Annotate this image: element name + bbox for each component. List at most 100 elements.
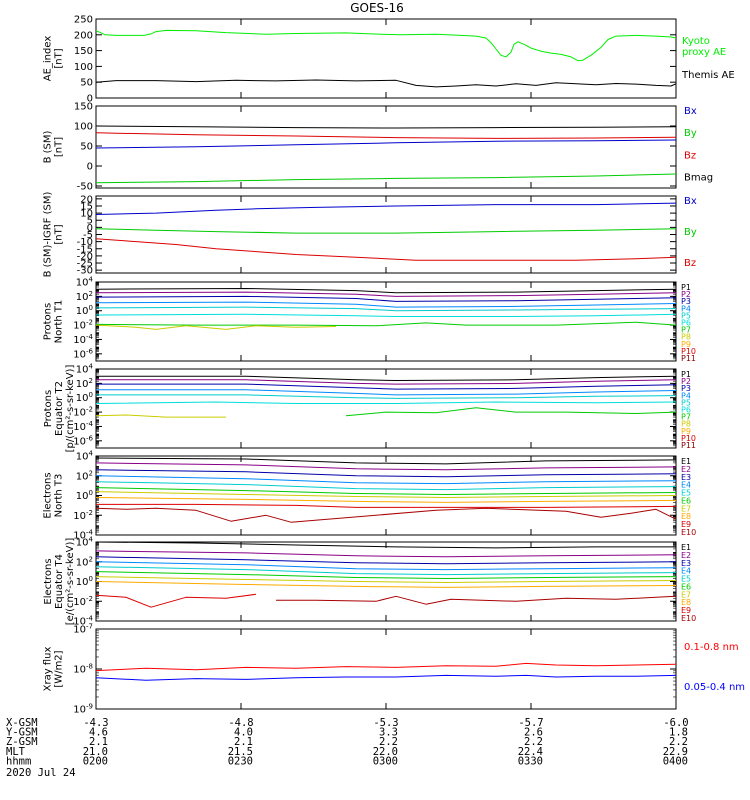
legend-e8: E8 [681,598,691,607]
y-tick-label: 100 [76,304,93,317]
series-line-bx [95,139,677,149]
legend-by: By [684,227,697,238]
series-line-0-1-0-8-nm [95,662,677,672]
x-row-value: -5.7 [518,717,543,729]
legend-kyoto-proxy-ae: Kyoto [682,36,710,47]
y-axis-label: B (SM) [43,130,54,163]
series-line-p5 [95,306,677,312]
series-line-e6 [95,571,677,579]
y-tick-label: 10-9 [73,703,93,716]
legend-e6: E6 [681,496,691,505]
series-line-p2 [95,291,677,297]
y-tick-label: 10-2 [73,319,93,332]
legend-e5: E5 [681,575,691,584]
y-tick-label: -20 [77,251,93,262]
y-tick-label: 10-4 [73,333,93,346]
x-row-value: 21.0 [83,746,108,758]
y-tick-label: 10-8 [73,663,93,676]
series-line-e9 [96,503,677,508]
series-line-kyoto-proxy-ae [95,29,677,62]
x-row-value: 0230 [228,755,253,767]
series-line-p6 [95,401,677,404]
y-tick-label: 150 [74,46,93,57]
series-line-e3 [95,556,677,565]
panel-xray: 10-9 10-8 10-7 Xray flux [W/m2] 0.1-0.8 nm 0.0… [43,623,746,716]
y-axis-label: [nT] [54,137,65,157]
legend-p6: P6 [681,406,691,415]
legend-e10: E10 [681,614,696,623]
y-tick-label: 10 [80,209,93,220]
x-row-label: Z-GSM [6,736,38,748]
series-line-p5 [96,394,677,399]
y-axis-label: Equator T4 [54,554,65,609]
series-line-p6 [95,313,677,317]
series-line-p1 [96,375,677,381]
legend-e10: E10 [681,528,696,537]
legend-e6: E6 [681,582,691,591]
panel-frame [95,195,677,274]
x-row-value: -4.8 [228,717,253,729]
x-row-value: 0400 [663,755,688,767]
series-line-p7 [95,321,677,327]
y-axis-label: [nT] [54,224,65,244]
y-axis-label: Xray flux [43,647,54,692]
series-line-e2 [95,462,677,471]
series-line-e7 [95,576,677,583]
y-tick-label: 0 [87,223,93,234]
legend-kyoto-proxy-ae: proxy AE [682,47,726,58]
legend-0-05-0-4-nm: 0.05-0.4 nm [684,682,745,693]
x-row-value: 0200 [83,755,108,767]
legend-p9: P9 [681,427,691,436]
y-tick-label: 102 [76,555,93,568]
y-axis-label: North T1 [54,300,65,344]
y-tick-label: 0 [87,162,93,173]
legend-themis-ae: Themis AE [681,70,735,81]
y-axis-label: Electrons [43,558,54,604]
x-row-value: 21.5 [228,746,253,758]
y-tick-label: 50 [80,142,93,153]
legend-e1: E1 [681,457,691,466]
legend-p4: P4 [681,304,691,313]
y-axis-label: [e/(cm²-s-sr-keV)] [65,538,76,626]
y-tick-label: 100 [74,62,93,73]
y-axis-label: Protons [43,303,54,340]
y-axis-label: [p/(cm²-s-sr-keV)] [65,365,76,453]
x-row-value: -5.3 [373,717,398,729]
date-label: 2020 Jul 24 [6,767,76,779]
x-row-value: 4.6 [89,727,108,739]
legend-p7: P7 [681,326,691,335]
legend-p9: P9 [681,340,691,349]
x-row-label: X-GSM [6,717,38,729]
legend-p6: P6 [681,319,691,328]
legend-bz: Bz [684,150,696,161]
y-tick-label: 104 [76,536,94,549]
y-tick-label: 10-2 [73,406,93,419]
x-row-value: 2.2 [524,736,543,748]
y-axis-label: North T3 [54,474,65,518]
x-row-value: 22.0 [373,746,398,758]
y-tick-label: 100 [74,122,93,133]
series-line-e1 [95,541,676,549]
legend-p1: P1 [681,370,691,379]
legend-e3: E3 [681,559,691,568]
legend-e7: E7 [681,504,691,513]
series-line-e4 [95,561,677,571]
y-tick-label: 10-7 [73,623,93,636]
x-row-label: MLT [6,746,26,758]
x-row-value: 2.2 [669,736,688,748]
x-row-value: 1.8 [669,727,688,739]
series-line-e9 [95,593,257,608]
x-row-value: 2.6 [524,727,543,739]
x-row-label: hhmm [6,755,31,767]
legend-e4: E4 [681,481,691,490]
y-tick-label: -5 [83,230,93,241]
series-line-e10 [95,507,677,523]
y-tick-label: 102 [76,469,93,482]
y-tick-label: 0 [87,94,93,105]
y-tick-label: 20 [80,194,93,205]
